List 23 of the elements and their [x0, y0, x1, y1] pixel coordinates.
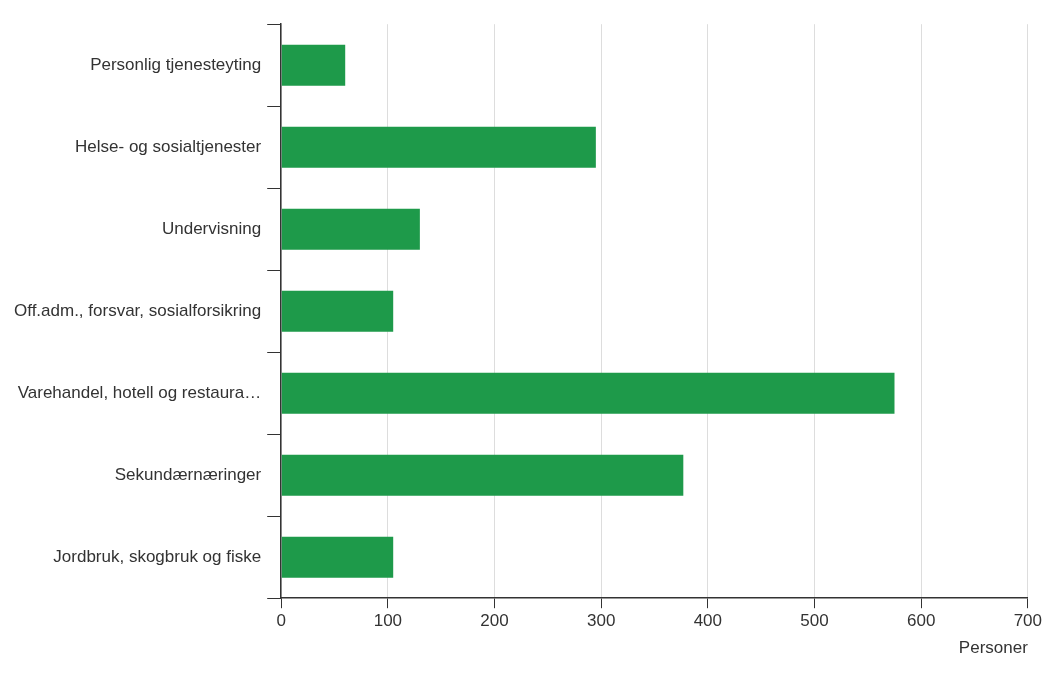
x-tick-label: 400: [693, 611, 723, 631]
x-tick-label: 600: [906, 611, 936, 631]
y-tick-label: Undervisning: [161, 218, 262, 238]
y-tick-label: Varehandel, hotell og restaura…: [17, 382, 262, 402]
y-tick-label: Jordbruk, skogbruk og fiske: [53, 546, 262, 566]
bar: [281, 44, 346, 86]
x-tick-label: 500: [800, 611, 829, 631]
y-tick-label: Helse- og sosialtjenester: [75, 136, 262, 156]
x-axis-title: Personer: [958, 638, 1029, 658]
x-tick-label: 100: [373, 611, 403, 631]
bar: [281, 454, 684, 496]
bar: [281, 126, 596, 168]
y-tick-label: Sekundærnæringer: [114, 464, 262, 484]
bar: [281, 536, 394, 578]
x-tick-label: 700: [1013, 611, 1043, 631]
y-tick-label: Personlig tjenesteyting: [90, 54, 262, 74]
x-tick-label: 0: [276, 611, 286, 631]
bar: [281, 372, 895, 414]
y-tick-label: Off.adm., forsvar, sosialforsikring: [14, 300, 262, 320]
x-tick-label: 300: [587, 611, 616, 631]
x-tick-label: 200: [480, 611, 509, 631]
bar: [281, 290, 394, 332]
bar: [281, 208, 420, 250]
